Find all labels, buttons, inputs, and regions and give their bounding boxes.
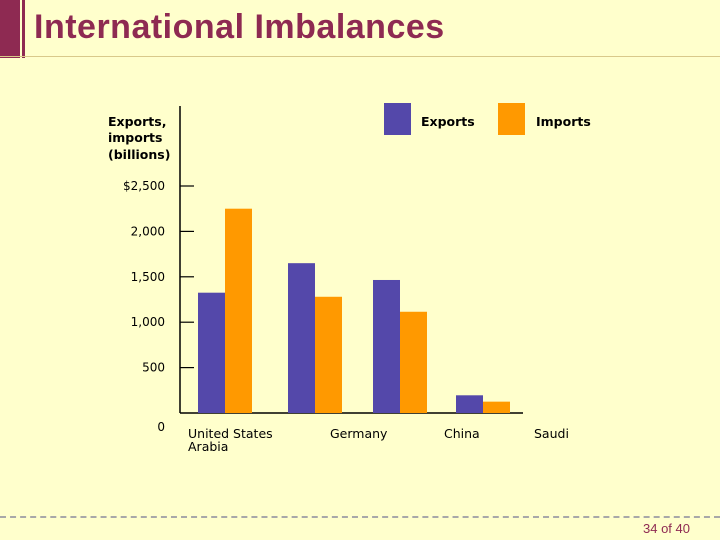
y-axis-label-line-3: (billions) [108,147,170,162]
y-tick-label: 2,000 [131,224,165,238]
y-axis-label-line-2: imports [108,130,162,145]
x-tick-label: Arabia [188,439,228,454]
bar-imports-china [400,311,427,413]
x-tick-label: Saudi [534,426,569,441]
y-tick-label: 500 [142,361,165,375]
x-tick-label: China [444,426,480,441]
legend-label-exports: Exports [421,114,475,129]
x-tick-label: United States [188,426,273,441]
y-tick-label: 1,000 [131,315,165,329]
title-accent-line [22,0,25,58]
slide-title: International Imbalances [34,8,445,46]
footer-divider [0,516,720,518]
bar-imports-united-states [225,208,252,413]
bar-exports-china [373,279,400,413]
legend-swatch-exports [384,103,411,135]
bar-imports-germany [315,296,342,413]
bar-exports-germany [288,263,315,413]
bar-exports-saudi-arabia [456,395,483,413]
bar-exports-united-states [198,292,225,413]
legend-swatch-imports [498,103,525,135]
title-accent-bar [0,0,20,58]
y-tick-label: 1,500 [131,270,165,284]
y-tick-label: $2,500 [123,179,165,193]
y-axis-label-line-1: Exports, [108,114,166,129]
title-divider [0,56,720,57]
legend-label-imports: Imports [536,114,591,129]
y-tick-label: 0 [157,420,165,434]
page-number: 34 of 40 [643,521,690,536]
bar-imports-saudi-arabia [483,401,510,413]
x-tick-label: Germany [330,426,388,441]
